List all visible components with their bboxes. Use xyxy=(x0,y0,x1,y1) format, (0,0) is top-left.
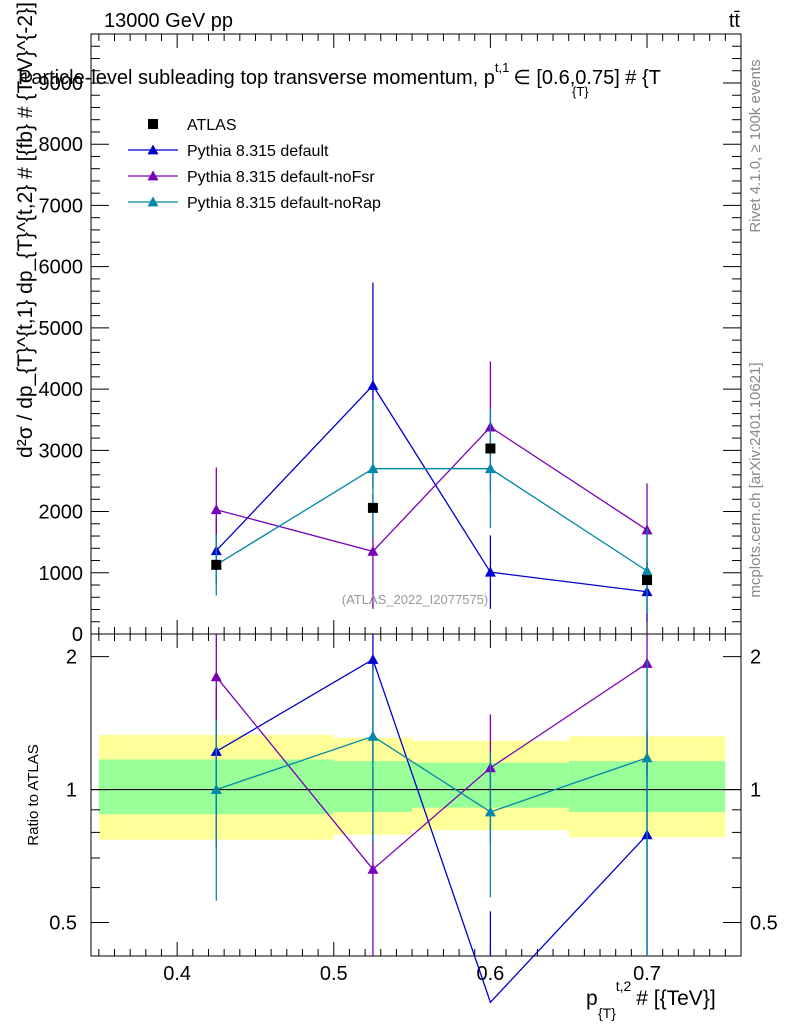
ratio-bands xyxy=(98,734,726,840)
plot-title-tail: ∈ [0.6,0.75] # {T xyxy=(513,67,661,89)
analysis-label: (ATLAS_2022_I2077575) xyxy=(342,592,488,607)
y-tick-label: 4000 xyxy=(39,379,84,401)
y-tick-label: 0 xyxy=(72,624,83,646)
series-line xyxy=(215,468,648,572)
ratio-series-line xyxy=(215,658,648,1004)
series-point xyxy=(484,566,496,577)
legend-label: Pythia 8.315 default-noFsr xyxy=(187,169,375,186)
legend-marker xyxy=(147,170,159,181)
ratio-tick-label-left: 1 xyxy=(66,780,77,802)
legend-marker xyxy=(147,144,159,155)
ratio-series xyxy=(210,634,653,1004)
ratio-tick-label-right: 1 xyxy=(750,780,761,802)
y-tick-label: 3000 xyxy=(39,440,84,462)
process-label: tt̄ xyxy=(729,10,741,32)
data-point xyxy=(211,559,222,570)
legend-marker xyxy=(147,196,159,207)
legend-label: Pythia 8.315 default xyxy=(187,143,329,160)
series-point xyxy=(484,463,496,474)
ratio-point xyxy=(210,784,222,794)
ratio-series-line xyxy=(215,662,648,871)
ratio-tick-label-left: 0.5 xyxy=(49,913,77,935)
plot-title-main: Particle-level subleading top transverse… xyxy=(18,67,495,89)
data-point xyxy=(367,502,378,513)
series-point xyxy=(367,545,379,556)
ratio-point xyxy=(367,863,379,874)
plot-title: Particle-level subleading top transverse… xyxy=(18,60,661,89)
data-point xyxy=(485,443,496,454)
ratio-point xyxy=(484,806,496,817)
series-line xyxy=(215,384,648,593)
x-tick-label: 0.6 xyxy=(476,963,504,985)
x-tick-label: 0.7 xyxy=(633,963,661,985)
legend: ATLAS Pythia 8.315 default Pythia 8.315 de… xyxy=(128,117,381,212)
energy-label: 13000 GeV pp xyxy=(104,10,233,32)
ratio-point xyxy=(367,653,379,664)
plot-title-sub: {T} xyxy=(572,84,589,99)
series-line xyxy=(216,426,648,553)
y-tick-label: 2000 xyxy=(39,502,84,524)
ratio-point xyxy=(210,671,222,682)
x-tick-label: 0.5 xyxy=(320,963,348,985)
mcplots-label: mcplots.cern.ch [arXiv:2401.10621] xyxy=(747,362,764,597)
series-point xyxy=(641,565,653,576)
y-tick-label: 1000 xyxy=(39,563,84,585)
y-tick-label: 7000 xyxy=(39,195,84,217)
ratio-series-line xyxy=(216,735,648,813)
ratio-point xyxy=(367,730,379,741)
legend-label-data: ATLAS xyxy=(187,117,237,134)
data-point xyxy=(642,575,653,586)
ratio-point xyxy=(641,752,653,763)
axis-ticks: 0.4 0.5 0.6 0.7 0 1000 2000 3000 4000 5000 6000 700… xyxy=(39,33,778,985)
ratio-y-axis-label: Ratio to ATLAS xyxy=(25,744,42,845)
x-axis-label-tail: # [{TeV}] xyxy=(636,987,715,1010)
legend-label: Pythia 8.315 default-noRap xyxy=(187,195,381,212)
y-tick-label: 9000 xyxy=(39,73,84,95)
x-tick-label: 0.4 xyxy=(163,963,191,985)
ratio-tick-label-right: 0.5 xyxy=(750,913,778,935)
y-tick-label: 6000 xyxy=(39,257,84,279)
ratio-plot-frame xyxy=(90,633,742,957)
rivet-label: Rivet 4.1.0, ≥ 100k events xyxy=(747,59,764,232)
ratio-tick-label-left: 2 xyxy=(66,647,77,669)
y-tick-label: 5000 xyxy=(39,318,84,340)
y-axis-label: d²σ / dp_{T}^{t,1} dp_{T}^{t,2} # [{fb} … xyxy=(14,2,37,458)
series-point xyxy=(367,379,379,390)
x-axis-label-sup: t,2 xyxy=(616,978,632,994)
main-series xyxy=(210,282,653,622)
ratio-tick-label-right: 2 xyxy=(750,647,761,669)
x-axis-label: p t,2# [{TeV}] xyxy=(586,978,716,1010)
series-point xyxy=(210,504,222,515)
series-point xyxy=(367,463,379,474)
x-axis-label-main: p xyxy=(586,987,598,1010)
plot-title-sup: t,1 xyxy=(495,60,509,75)
x-axis-label-sub: {T} xyxy=(598,1005,616,1021)
legend-marker-data xyxy=(148,119,158,129)
y-tick-label: 8000 xyxy=(39,134,84,156)
